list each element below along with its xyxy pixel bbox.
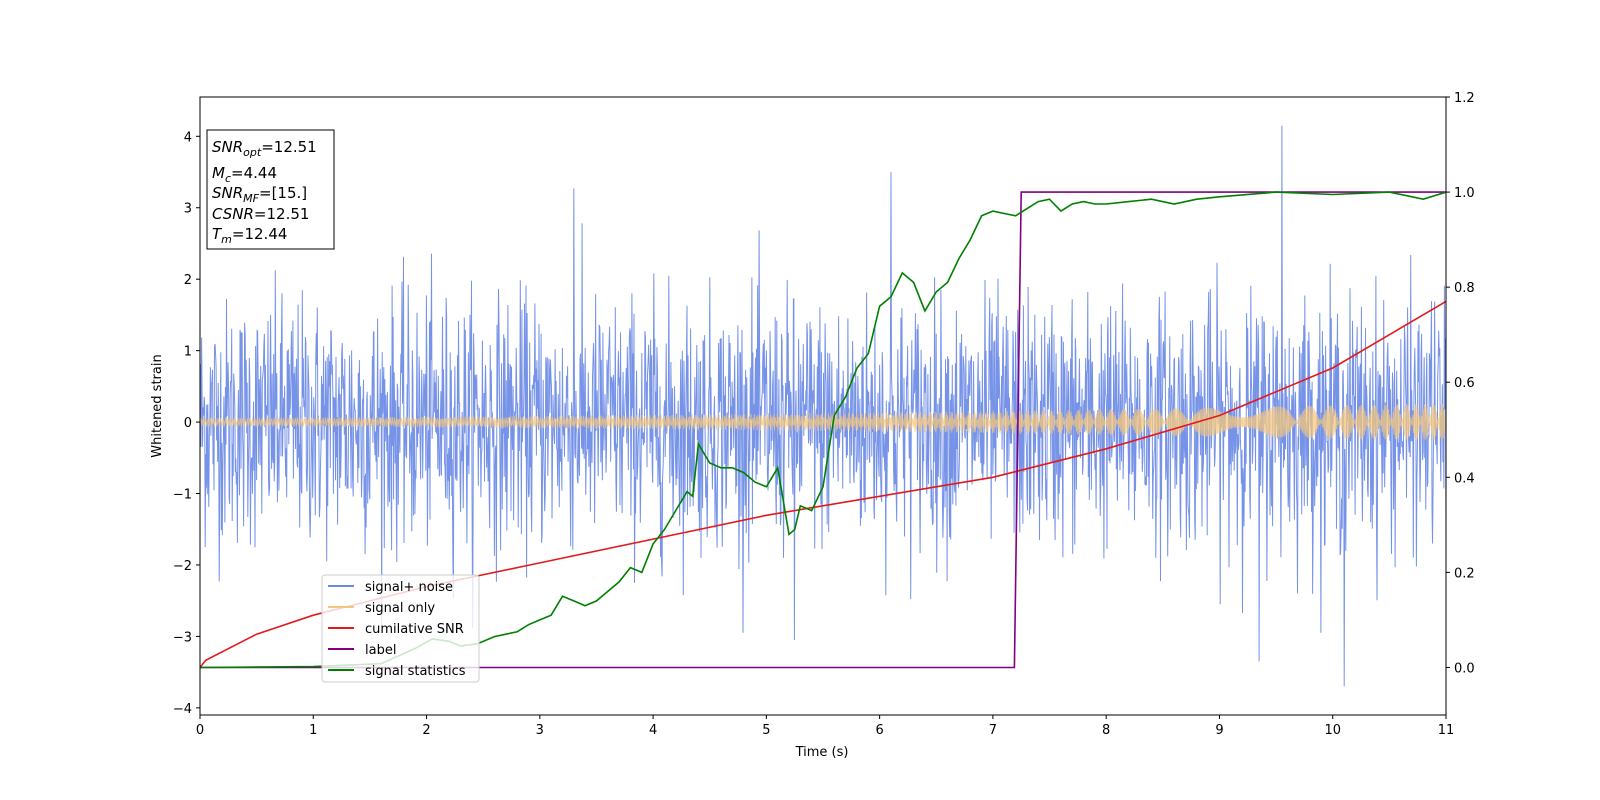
y-left-tick-label: 4 [184,130,192,145]
series-label [200,191,1446,669]
series-signal-only [200,403,1446,441]
series-signal-noise [200,125,1446,687]
y-left-tick-label: −3 [173,630,192,645]
legend-label: label [365,643,396,658]
y-left-tick-label: 0 [184,416,192,431]
legend-label: signal+ noise [365,580,453,595]
y-axis-left: −4 −3 −2 −1 0 1 2 3 4 [173,130,200,717]
y-right-tick-label: 0.8 [1454,281,1475,296]
x-tick-label: 5 [762,723,770,738]
y-right-tick-label: 0.0 [1454,661,1475,676]
x-tick-label: 2 [422,723,430,738]
x-tick-label: 8 [1102,723,1110,738]
x-tick-label: 4 [649,723,657,738]
legend-frame [321,574,480,683]
x-tick-label: 0 [196,723,204,738]
y-left-tick-label: 2 [184,273,192,288]
y-right-tick-label: 1.0 [1454,186,1475,201]
legend: signal+ noise signal only cumilative SNR la… [321,574,480,683]
y-axis-label-left: Whitened strain [150,354,165,457]
series-cumilative-snr [200,300,1446,668]
y-left-tick-label: −4 [173,702,192,717]
annotation-box: SNRopt=12.51 Mc=4.44SNRMF=[15.]CSNR=12.51… [206,129,335,250]
y-axis-right: 0.0 0.2 0.4 0.6 0.8 1.0 1.2 [1446,91,1475,676]
y-right-tick-label: 0.2 [1454,566,1475,581]
x-tick-label: 10 [1324,723,1341,738]
x-tick-label: 11 [1438,723,1455,738]
annotation-frame [206,129,335,250]
x-tick-label: 9 [1215,723,1223,738]
legend-label: cumilative SNR [365,622,464,637]
y-right-tick-label: 1.2 [1454,91,1475,106]
annotation-line: SNRMF=[15.] [212,184,307,205]
plot-frame [199,96,1447,716]
x-tick-label: 6 [875,723,883,738]
annotation-line: Mc=4.44 [212,164,277,185]
legend-label: signal only [365,601,435,616]
legend-label: signal statistics [365,664,466,679]
x-axis: 0 1 2 3 4 5 6 7 8 9 10 11 [196,715,1454,738]
y-left-tick-label: −2 [173,559,192,574]
y-left-tick-label: −1 [173,488,192,503]
x-tick-label: 3 [536,723,544,738]
annotation-line: CSNR=12.51 [212,205,309,223]
x-tick-label: 1 [309,723,317,738]
series-signal-statistics [200,191,1446,669]
y-right-tick-label: 0.4 [1454,471,1475,486]
x-tick-label: 7 [989,723,997,738]
y-left-tick-label: 3 [184,202,192,217]
annotation-line: Tm=12.44 [212,225,287,246]
annotation-line: SNRopt=12.51 [212,138,317,159]
x-axis-label: Time (s) [795,745,849,760]
series-layer [200,125,1446,687]
y-right-tick-label: 0.6 [1454,376,1475,391]
y-left-tick-label: 1 [184,345,192,360]
